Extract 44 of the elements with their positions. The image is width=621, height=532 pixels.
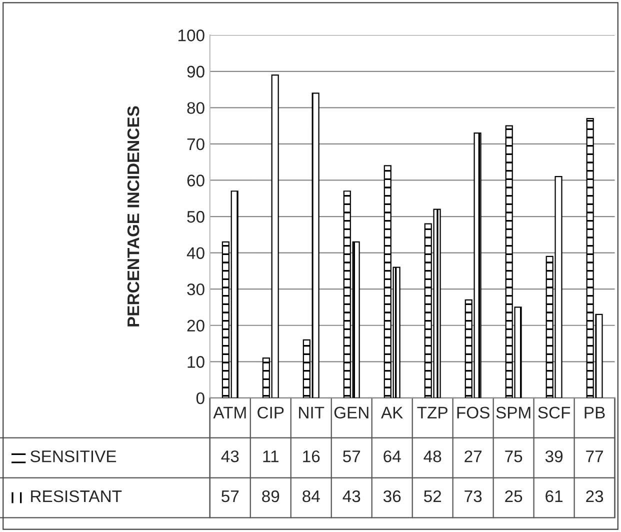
- data-label: 52: [424, 490, 442, 502]
- y-tick-label: 100: [178, 30, 204, 42]
- x-tick-label: PB: [584, 406, 605, 418]
- data-label: 77: [586, 450, 603, 462]
- y-tick-label: 80: [187, 102, 204, 114]
- data-label: 16: [303, 450, 320, 462]
- data-label: 39: [545, 450, 563, 462]
- data-label: 11: [263, 450, 278, 462]
- legend-label: SENSITIVE: [30, 450, 116, 462]
- y-tick-label: 90: [187, 66, 204, 78]
- data-label: 73: [464, 490, 482, 502]
- x-tick-label: TZP: [417, 406, 448, 418]
- x-tick-label: ATM: [213, 406, 246, 418]
- y-tick-label: 50: [187, 210, 204, 223]
- data-label: 23: [586, 490, 604, 502]
- data-label: 84: [302, 490, 320, 502]
- y-tick-label: 40: [186, 247, 204, 260]
- y-tick-label: 60: [187, 174, 204, 186]
- data-label: 43: [342, 490, 360, 502]
- legend-label: RESISTANT: [31, 490, 122, 502]
- y-tick-label: 20: [187, 320, 204, 332]
- y-tick-label: 10: [188, 356, 204, 368]
- y-axis-title: PERCENTAGE INCIDENCES: [127, 106, 140, 326]
- x-tick-label: SCF: [538, 406, 570, 419]
- data-label: 61: [546, 490, 563, 502]
- data-label: 89: [262, 490, 280, 502]
- data-label: 75: [505, 450, 522, 462]
- x-tick-label: SPM: [496, 406, 530, 419]
- data-label: 64: [384, 450, 401, 462]
- data-label: 57: [343, 450, 360, 462]
- y-tick-label: 0: [196, 392, 204, 404]
- data-label: 27: [464, 450, 482, 462]
- x-tick-label: GEN: [334, 406, 368, 419]
- x-tick-label: FOS: [457, 406, 490, 419]
- data-label: 36: [383, 490, 401, 502]
- data-label: 25: [505, 490, 522, 502]
- data-label: 43: [221, 450, 239, 462]
- data-label: 57: [222, 490, 239, 502]
- x-tick-label: AK: [381, 406, 404, 418]
- y-tick-label: 30: [187, 283, 204, 296]
- y-tick-label: 70: [187, 138, 204, 150]
- x-tick-label: CIP: [258, 406, 284, 419]
- x-tick-label: NIT: [299, 406, 324, 418]
- data-label: 48: [424, 450, 442, 462]
